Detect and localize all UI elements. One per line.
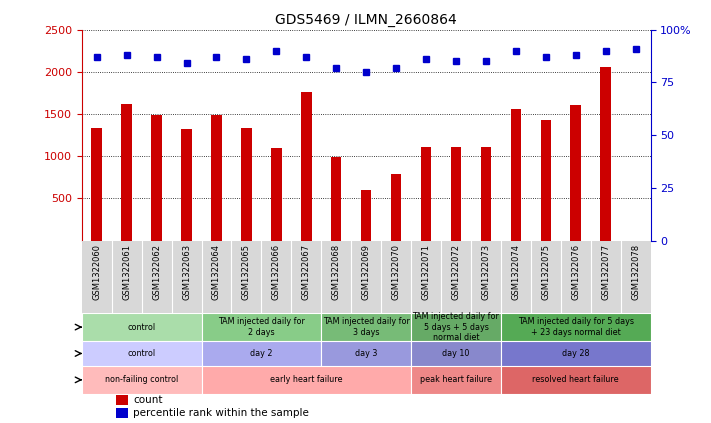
Text: GSM1322069: GSM1322069 [362, 244, 370, 300]
Bar [501, 366, 651, 394]
Bar [271, 148, 282, 241]
Bar [481, 147, 491, 241]
Text: percentile rank within the sample: percentile rank within the sample [133, 408, 309, 418]
Text: GSM1322078: GSM1322078 [631, 244, 640, 300]
Text: GSM1322065: GSM1322065 [242, 244, 251, 300]
Bar [82, 313, 201, 341]
Text: control: control [127, 323, 156, 332]
Bar [92, 128, 102, 241]
Text: GSM1322061: GSM1322061 [122, 244, 131, 300]
Bar [421, 147, 432, 241]
Text: GSM1322071: GSM1322071 [422, 244, 431, 300]
Text: count: count [133, 395, 162, 405]
Text: control: control [127, 349, 156, 358]
Text: GSM1322068: GSM1322068 [332, 244, 341, 300]
Bar [451, 147, 461, 241]
Bar [411, 341, 501, 366]
Text: GSM1322067: GSM1322067 [301, 244, 311, 300]
Text: GSM1322060: GSM1322060 [92, 244, 101, 300]
Text: day 28: day 28 [562, 349, 589, 358]
Text: day 10: day 10 [442, 349, 470, 358]
Bar [201, 313, 321, 341]
Bar [116, 396, 129, 405]
Bar [82, 366, 201, 394]
Text: day 2: day 2 [250, 349, 272, 358]
Text: non-failing control: non-failing control [105, 375, 178, 385]
Text: day 3: day 3 [355, 349, 378, 358]
Bar [211, 115, 222, 241]
Text: resolved heart failure: resolved heart failure [533, 375, 619, 385]
Bar [510, 109, 521, 241]
Bar [116, 408, 129, 418]
Bar [540, 120, 551, 241]
Text: peak heart failure: peak heart failure [420, 375, 492, 385]
Text: TAM injected daily for 5 days
+ 23 days normal diet: TAM injected daily for 5 days + 23 days … [518, 317, 634, 337]
Text: GSM1322073: GSM1322073 [481, 244, 491, 300]
Bar [181, 129, 192, 241]
Bar [501, 313, 651, 341]
Bar [241, 129, 252, 241]
Text: GSM1322064: GSM1322064 [212, 244, 221, 300]
Bar [411, 313, 501, 341]
Bar [321, 313, 411, 341]
Text: TAM injected daily for
5 days + 5 days
normal diet: TAM injected daily for 5 days + 5 days n… [412, 312, 499, 342]
Bar [151, 115, 162, 241]
Bar [201, 366, 411, 394]
Bar [201, 341, 321, 366]
Text: GSM1322072: GSM1322072 [451, 244, 461, 300]
Title: GDS5469 / ILMN_2660864: GDS5469 / ILMN_2660864 [275, 13, 457, 27]
Bar [301, 92, 311, 241]
Text: GSM1322063: GSM1322063 [182, 244, 191, 300]
Text: GSM1322066: GSM1322066 [272, 244, 281, 300]
Text: early heart failure: early heart failure [270, 375, 343, 385]
Bar [361, 190, 371, 241]
Bar [411, 366, 501, 394]
Text: GSM1322074: GSM1322074 [511, 244, 520, 300]
Text: GSM1322076: GSM1322076 [571, 244, 580, 300]
Text: GSM1322062: GSM1322062 [152, 244, 161, 300]
Bar [391, 174, 401, 241]
Bar [570, 105, 581, 241]
Bar [600, 67, 611, 241]
Bar [321, 341, 411, 366]
Bar [331, 157, 341, 241]
Bar [501, 341, 651, 366]
Text: GSM1322075: GSM1322075 [541, 244, 550, 300]
Text: TAM injected daily for
2 days: TAM injected daily for 2 days [218, 317, 305, 337]
Text: GSM1322077: GSM1322077 [602, 244, 610, 300]
Bar [82, 341, 201, 366]
Bar [122, 104, 132, 241]
Text: TAM injected daily for
3 days: TAM injected daily for 3 days [323, 317, 410, 337]
Text: GSM1322070: GSM1322070 [392, 244, 400, 300]
